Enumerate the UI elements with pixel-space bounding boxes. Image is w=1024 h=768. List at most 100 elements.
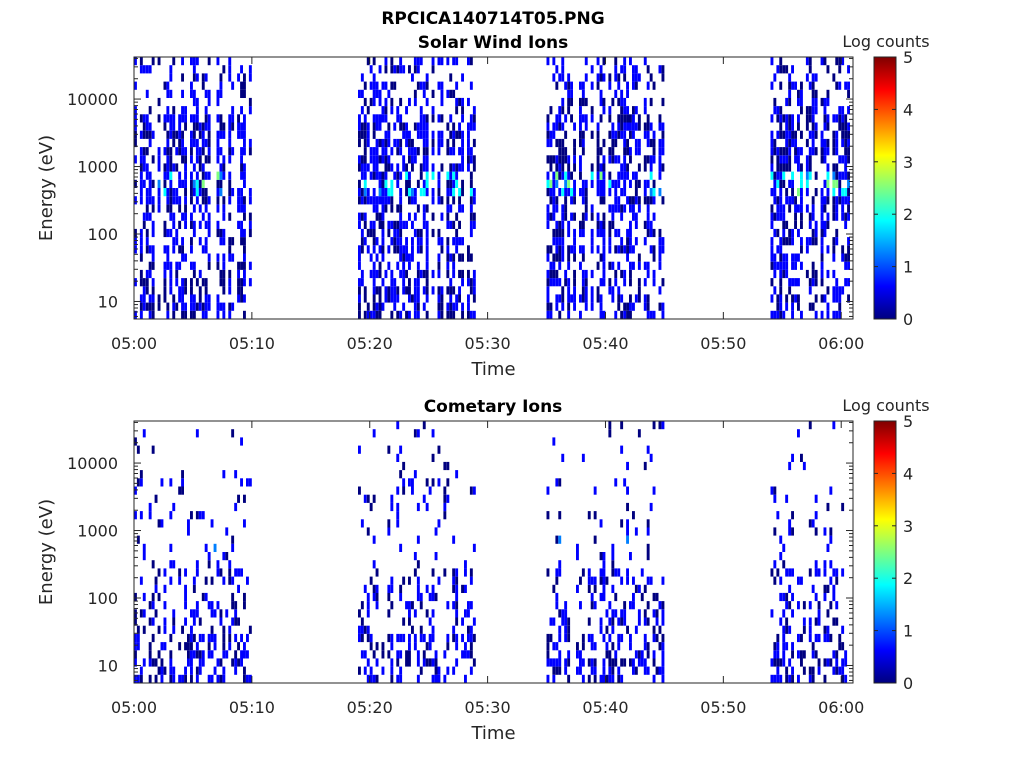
- spectrogram-cell: [455, 130, 459, 139]
- spectrogram-cell: [788, 155, 792, 164]
- spectrogram-cell: [811, 237, 815, 246]
- spectrogram-cell: [808, 155, 812, 164]
- spectrogram-cell: [231, 592, 235, 602]
- spectrogram-cell: [228, 576, 232, 585]
- spectrogram-cell: [797, 294, 800, 303]
- spectrogram-cell: [623, 65, 627, 74]
- spectrogram-cell: [602, 310, 606, 319]
- spectrogram-cell: [805, 163, 809, 172]
- spectrogram-cell: [449, 147, 453, 156]
- spectrogram-cell: [773, 212, 777, 221]
- spectrogram-cell: [558, 138, 562, 148]
- spectrogram-cell: [219, 302, 223, 311]
- spectrogram-cell: [192, 617, 196, 626]
- spectrogram-cell: [567, 658, 571, 667]
- spectrogram-cell: [399, 57, 403, 66]
- spectrogram-cell: [384, 147, 388, 156]
- spectrogram-cell: [558, 478, 562, 487]
- spectrogram-cell: [570, 294, 573, 303]
- spectrogram-cell: [375, 204, 379, 213]
- spectrogram-cell: [181, 674, 184, 683]
- spectrogram-cell: [431, 228, 435, 238]
- spectrogram-cell: [623, 204, 627, 213]
- spectrogram-cell: [776, 568, 780, 577]
- x-tick-label: 05:30: [465, 334, 511, 353]
- spectrogram-cell: [204, 302, 208, 311]
- spectrogram-cell: [596, 228, 600, 238]
- spectrogram-cell: [820, 155, 824, 164]
- spectrogram-cell: [372, 237, 376, 246]
- spectrogram-cell: [455, 568, 459, 577]
- spectrogram-cell: [431, 114, 435, 123]
- spectrogram-cell: [788, 89, 792, 98]
- spectrogram-cell: [546, 204, 550, 213]
- spectrogram-cell: [808, 278, 812, 287]
- spectrogram-cell: [629, 147, 632, 156]
- spectrogram-cell: [823, 560, 827, 569]
- spectrogram-cell: [458, 204, 461, 213]
- spectrogram-cell: [632, 245, 635, 254]
- spectrogram-cell: [776, 196, 780, 205]
- spectrogram-cell: [139, 188, 143, 197]
- spectrogram-cell: [779, 163, 783, 172]
- spectrogram-cell: [832, 212, 836, 221]
- spectrogram-cell: [228, 155, 232, 164]
- spectrogram-cell: [782, 179, 786, 188]
- spectrogram-cell: [632, 73, 635, 82]
- x-tick-label: 05:20: [347, 334, 393, 353]
- spectrogram-cell: [844, 674, 848, 683]
- spectrogram-cell: [614, 650, 618, 659]
- spectrogram-cell: [237, 269, 240, 279]
- spectrogram-cell: [425, 204, 429, 213]
- spectrogram-cell: [620, 171, 624, 180]
- spectrogram-cell: [841, 114, 845, 123]
- spectrogram-cell: [590, 642, 594, 651]
- spectrogram-cell: [440, 163, 444, 172]
- spectrogram-cell: [561, 220, 565, 229]
- spectrogram-cell: [399, 171, 403, 180]
- spectrogram-cell: [369, 220, 373, 229]
- spectrogram-cell: [555, 122, 559, 131]
- spectrogram-cell: [785, 155, 789, 164]
- spectrogram-cell: [844, 658, 848, 667]
- spectrogram-cell: [169, 658, 173, 667]
- spectrogram-cell: [431, 89, 435, 98]
- spectrogram-cell: [243, 601, 246, 610]
- spectrogram-cell: [782, 650, 786, 659]
- spectrogram-cell: [437, 253, 441, 262]
- spectrogram-cell: [455, 576, 459, 585]
- spectrogram-cell: [360, 155, 364, 164]
- spectrogram-cell: [581, 453, 585, 462]
- spectrogram-cell: [437, 519, 441, 528]
- spectrogram-cell: [378, 302, 382, 311]
- spectrogram-cell: [469, 650, 473, 659]
- spectrogram-cell: [579, 310, 582, 319]
- spectrogram-cell: [416, 57, 420, 66]
- spectrogram-cell: [446, 261, 450, 270]
- spectrogram-cell: [800, 97, 803, 107]
- spectrogram-cell: [195, 171, 199, 180]
- spectrogram-cell: [835, 163, 839, 172]
- spectrogram-cell: [655, 617, 659, 626]
- spectrogram-cell: [626, 163, 629, 172]
- spectrogram-cell: [797, 163, 800, 172]
- spectrogram-cell: [181, 130, 184, 139]
- spectrogram-cell: [472, 617, 476, 626]
- spectrogram-cell: [452, 122, 456, 131]
- spectrogram-cell: [222, 310, 226, 319]
- spectrogram-cell: [661, 122, 665, 131]
- spectrogram-cell: [814, 73, 818, 82]
- spectrogram-cell: [237, 584, 240, 593]
- spectrogram-cell: [620, 237, 624, 246]
- spectrogram-cell: [375, 81, 379, 90]
- spectrogram-cell: [175, 196, 179, 205]
- spectrogram-cell: [599, 171, 603, 180]
- spectrogram-cell: [169, 212, 173, 221]
- spectrogram-cell: [640, 658, 644, 667]
- spectrogram-cell: [446, 642, 450, 651]
- spectrogram-cell: [139, 57, 143, 66]
- spectrogram-cell: [422, 163, 426, 172]
- spectrogram-cell: [431, 163, 435, 172]
- spectrogram-cell: [416, 278, 420, 287]
